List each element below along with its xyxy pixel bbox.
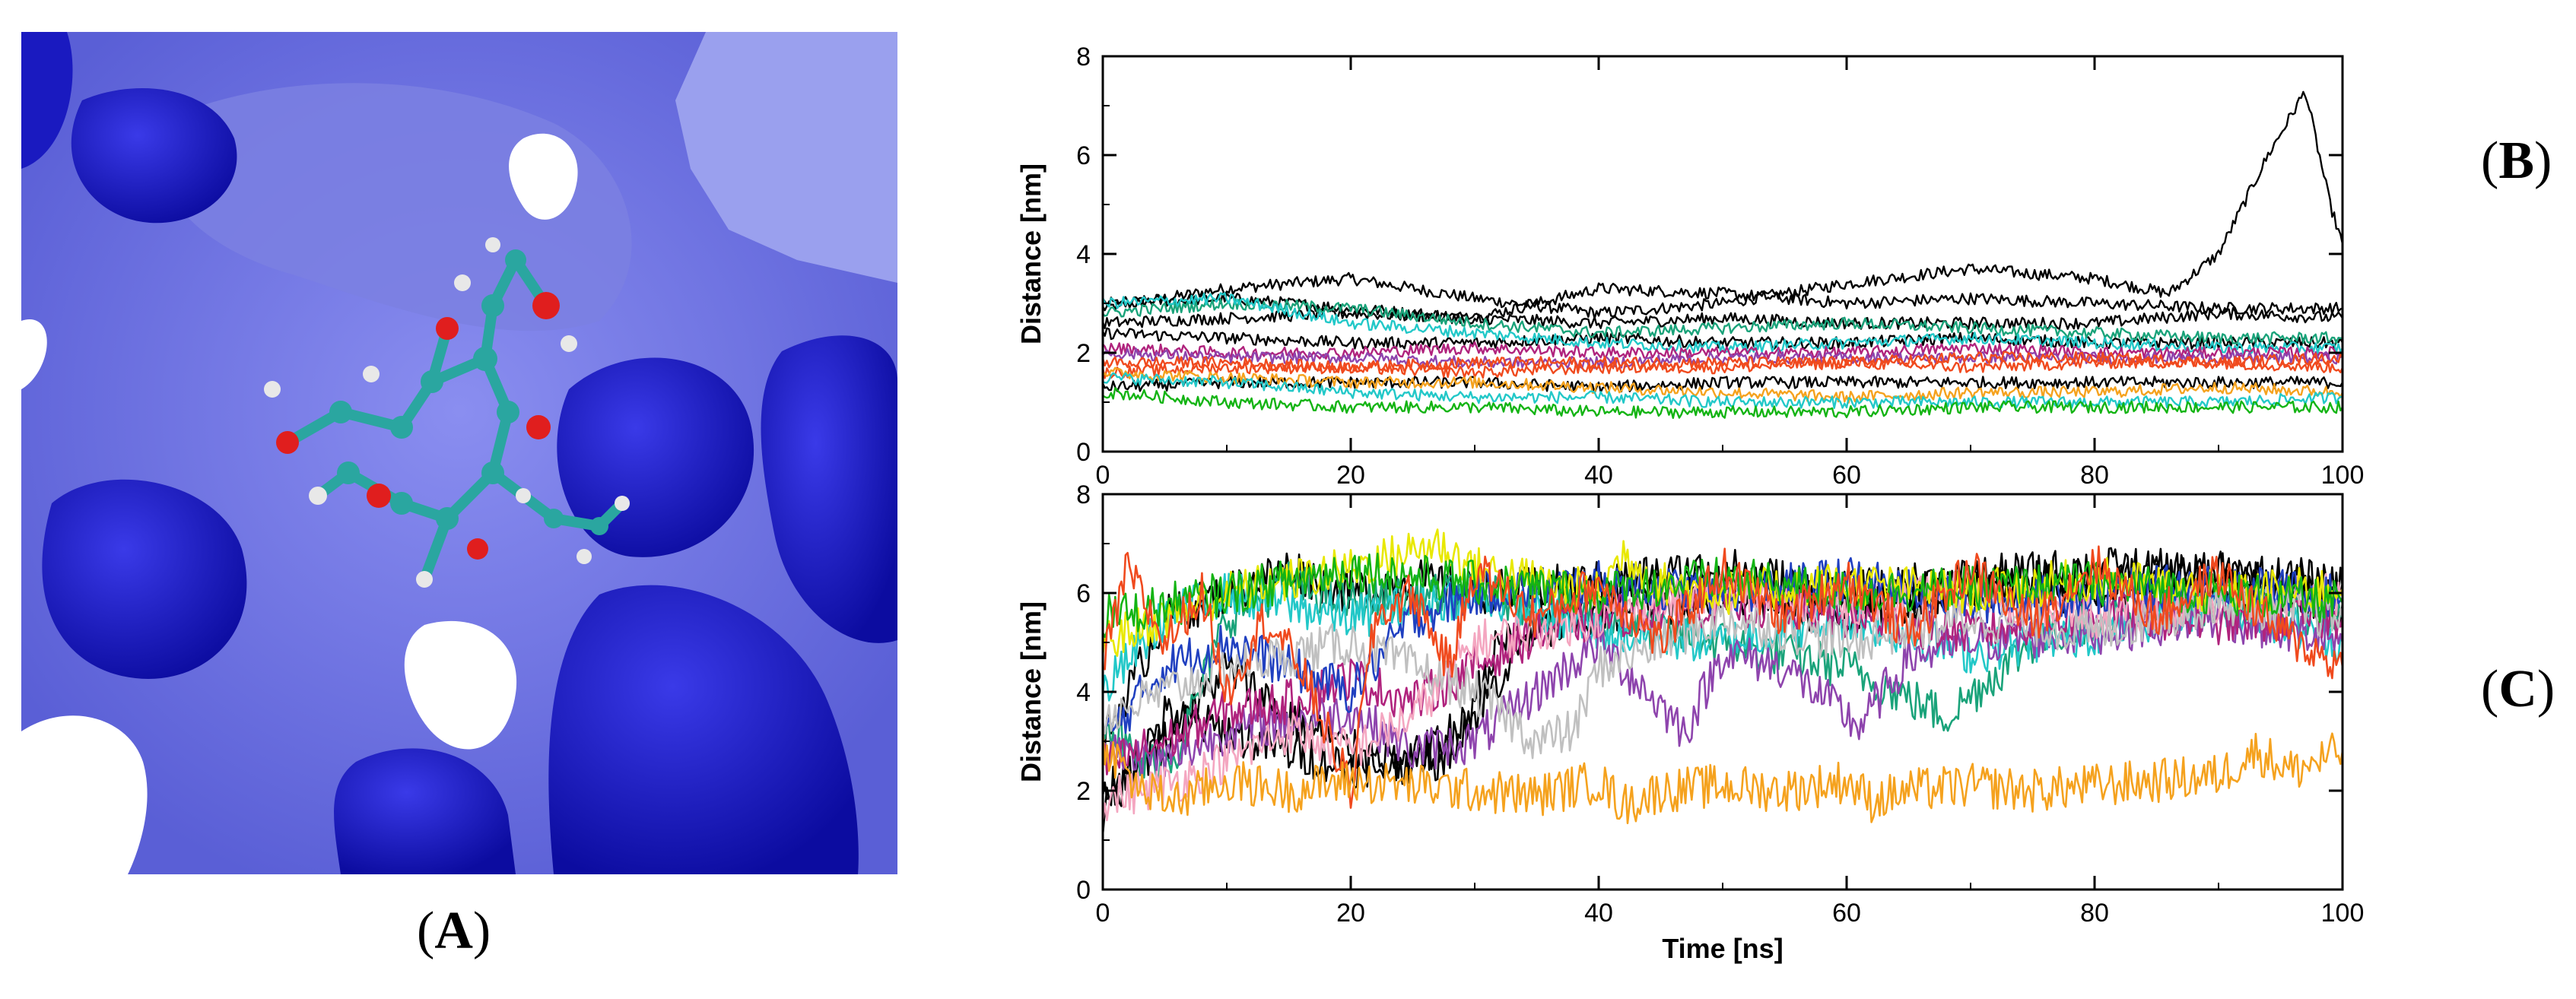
panel-b-series-line-11 xyxy=(1103,356,2343,379)
panel-label-b-letter: B xyxy=(2498,132,2535,190)
panel-b-series-line-14 xyxy=(1103,387,2343,419)
panel-b-series-line-7 xyxy=(1103,292,2343,355)
panel-c-series-line-10 xyxy=(1103,582,2343,760)
surface-cavity-center xyxy=(404,620,517,750)
panel-c-x-tick-label: 40 xyxy=(1584,899,1613,928)
panel-b-y-tick-label: 6 xyxy=(1076,141,1091,170)
panel-c-series-line-9 xyxy=(1103,557,2343,737)
panel-b-series-line-12 xyxy=(1103,366,2343,404)
surface-dark-blob-edge xyxy=(21,32,73,169)
panel-label-c: (C) xyxy=(2481,660,2555,718)
distance-charts: 0 2 4 6 8 0 20 40 60 80 100 Distance [nm] 0 2 4 6 8 0 20 40… xyxy=(989,30,2396,977)
surface-dark-blob-bottom-right xyxy=(548,585,859,874)
panel-c-y-tick-label: 8 xyxy=(1076,480,1091,509)
surface-dark-blob-left xyxy=(42,479,247,679)
panel-c-y-axis-label: Distance [nm] xyxy=(1015,601,1047,782)
panel-b-y-tick-label: 0 xyxy=(1076,438,1091,467)
panel-b-series-line-9 xyxy=(1103,347,2343,369)
panel-c-x-tick-label: 60 xyxy=(1832,899,1861,928)
panel-b-series-line-5 xyxy=(1103,376,2343,394)
panel-c-y-tick-label: 0 xyxy=(1076,876,1091,905)
panel-b-x-tick-label: 20 xyxy=(1336,461,1365,490)
panel-b-series-line-3 xyxy=(1103,307,2343,330)
panel-b-y-axis-label: Distance [nm] xyxy=(1015,163,1047,344)
panel-b-x-tick-label: 60 xyxy=(1832,461,1861,490)
panel-c-x-tick-label: 80 xyxy=(2080,899,2109,928)
panel-c-y-tick-label: 4 xyxy=(1076,678,1091,707)
panel-label-b: (B) xyxy=(2481,132,2552,190)
panel-label-a-letter: A xyxy=(434,902,473,960)
panel-b-y-tick-label: 8 xyxy=(1076,43,1091,71)
panel-b-series-line-13 xyxy=(1103,372,2343,409)
surface-cavity-top xyxy=(509,133,578,220)
surface-dark-blob-top-left xyxy=(71,88,237,224)
panel-b-y-tick-label: 4 xyxy=(1076,240,1091,269)
panel-c-x-tick-label: 0 xyxy=(1096,899,1110,928)
panel-b-x-tick-label: 80 xyxy=(2080,461,2109,490)
panel-b-series-line-1 xyxy=(1103,90,2343,319)
surface-dark-blob-far-right xyxy=(761,335,897,643)
protein-surface-image xyxy=(21,32,897,874)
panel-c-series-line-13 xyxy=(1103,545,2343,809)
panel-label-a: (A) xyxy=(417,902,491,960)
panel-label-c-letter: C xyxy=(2498,660,2537,718)
surface-dark-blob-right xyxy=(557,357,754,557)
surface-dark-blob-bottom xyxy=(334,748,516,874)
surface-light-region-top-right xyxy=(675,32,897,283)
panel-c-series-line-14 xyxy=(1103,728,2343,825)
panel-b-y-tick-label: 2 xyxy=(1076,339,1091,368)
surface-cavity-left xyxy=(21,319,47,389)
panel-b-x-tick-label: 40 xyxy=(1584,461,1613,490)
panel-c-y-tick-label: 2 xyxy=(1076,777,1091,806)
panel-c-y-tick-label: 6 xyxy=(1076,579,1091,608)
panel-c-x-tick-label: 100 xyxy=(2321,899,2365,928)
panel-c-x-tick-label: 20 xyxy=(1336,899,1365,928)
panel-b-x-tick-label: 0 xyxy=(1096,461,1110,490)
panel-c-x-axis-label: Time [ns] xyxy=(1662,933,1783,964)
ligand-atoms xyxy=(264,237,630,588)
panel-b-x-tick-label: 100 xyxy=(2321,461,2365,490)
surface-cavity-bottom-left xyxy=(21,715,148,874)
panel-c-plot-frame xyxy=(1101,493,2344,891)
protein-surface-svg xyxy=(21,32,897,874)
